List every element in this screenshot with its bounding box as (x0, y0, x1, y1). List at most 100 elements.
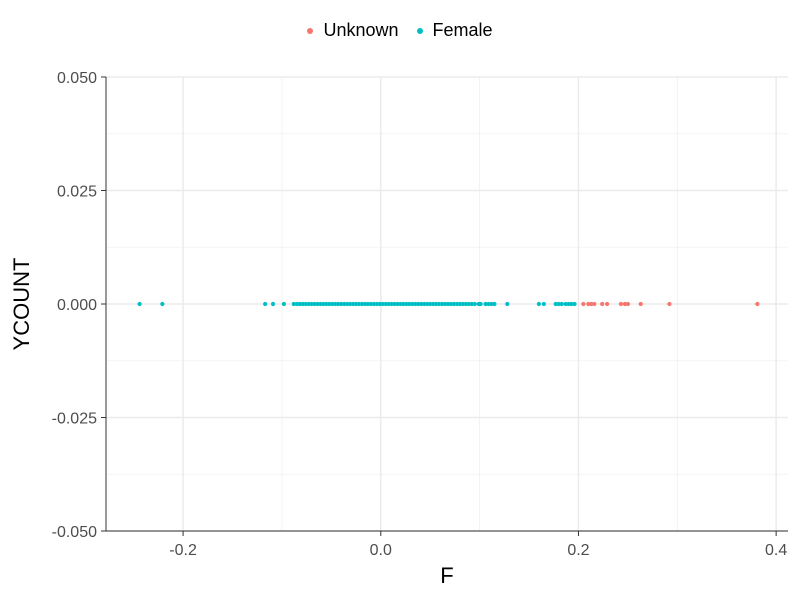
point-female (428, 301, 433, 307)
point-female (434, 301, 439, 307)
point-female (336, 301, 341, 307)
point-female (457, 301, 462, 307)
point-female (563, 301, 568, 307)
point-female (451, 301, 457, 307)
point-female (536, 301, 542, 307)
point-female (556, 301, 561, 307)
point-unknown (638, 301, 643, 307)
point-female (448, 301, 454, 307)
x-tick-label: -0.2 (169, 542, 197, 559)
point-female (327, 301, 332, 307)
point-female (309, 301, 314, 307)
point-female (472, 301, 477, 307)
point-female (463, 301, 468, 307)
point-female (401, 301, 406, 307)
point-female (294, 301, 299, 307)
point-female (324, 301, 329, 307)
legend-label-unknown: Unknown (323, 20, 399, 40)
point-female (306, 301, 311, 307)
point-female (395, 301, 400, 307)
legend-key-unknown (307, 27, 314, 34)
point-female (342, 301, 347, 307)
point-female (404, 301, 409, 307)
point-female (359, 301, 365, 307)
point-female (263, 301, 268, 307)
point-female (425, 301, 430, 307)
point-female (407, 301, 412, 307)
legend-item-female: Female (416, 20, 493, 41)
point-female (137, 301, 142, 307)
point-unknown (622, 301, 628, 307)
point-female (339, 301, 344, 307)
point-female (365, 301, 371, 307)
point-unknown (618, 301, 624, 307)
x-tick-label: 0.2 (567, 542, 589, 559)
point-unknown (589, 301, 594, 307)
point-female (442, 301, 448, 307)
point-female (386, 301, 391, 307)
point-female (362, 301, 368, 307)
point-female (356, 301, 362, 307)
point-female (312, 301, 317, 307)
point-female (315, 301, 320, 307)
point-female (559, 301, 564, 307)
point-unknown (592, 301, 597, 307)
point-female (469, 301, 474, 307)
point-female (345, 301, 350, 307)
point-female (398, 301, 403, 307)
point-female (486, 301, 491, 307)
point-female (466, 301, 471, 307)
point-female (553, 301, 558, 307)
point-female (318, 301, 323, 307)
point-female (321, 301, 326, 307)
y-tick-label: -0.050 (52, 524, 97, 541)
point-female (160, 301, 165, 307)
point-unknown (600, 301, 605, 307)
point-female (368, 301, 373, 307)
point-female (460, 301, 465, 307)
point-female (291, 301, 296, 307)
point-female (419, 301, 424, 307)
point-female (445, 301, 451, 307)
x-axis-title: F (440, 563, 453, 588)
x-tick-label: 0.4 (765, 542, 787, 559)
point-female (478, 301, 483, 307)
point-female (303, 301, 308, 307)
point-unknown (586, 301, 591, 307)
point-female (439, 301, 445, 307)
x-tick-label: 0.0 (370, 542, 392, 559)
point-female (333, 301, 338, 307)
point-unknown (605, 301, 610, 307)
point-female (353, 301, 359, 307)
y-tick-label: 0.025 (57, 184, 97, 201)
point-female (410, 301, 415, 307)
point-female (371, 301, 376, 307)
point-female (454, 301, 459, 307)
point-female (330, 301, 335, 307)
axes: -0.2 0.0 0.2 0.4 0.050 0.025 0.000 -0.025 -0.050 (52, 70, 788, 559)
point-female (505, 301, 510, 307)
legend: Unknown Female (0, 20, 800, 41)
point-female (541, 301, 546, 307)
point-unknown (755, 301, 760, 307)
point-female (483, 301, 488, 307)
point-female (380, 301, 385, 307)
point-female (374, 301, 379, 307)
point-female (431, 301, 436, 307)
point-female (416, 301, 421, 307)
point-female (351, 301, 356, 307)
legend-label-female: Female (432, 20, 493, 40)
point-female (300, 301, 305, 307)
point-female (389, 301, 394, 307)
point-female (566, 301, 571, 307)
point-female (569, 301, 574, 307)
point-female (383, 301, 388, 307)
y-tick-label: 0.050 (57, 70, 97, 87)
point-female (297, 301, 302, 307)
point-female (489, 301, 494, 307)
point-female (436, 301, 442, 307)
point-unknown (581, 301, 586, 307)
point-unknown (625, 301, 630, 307)
point-female (413, 301, 418, 307)
